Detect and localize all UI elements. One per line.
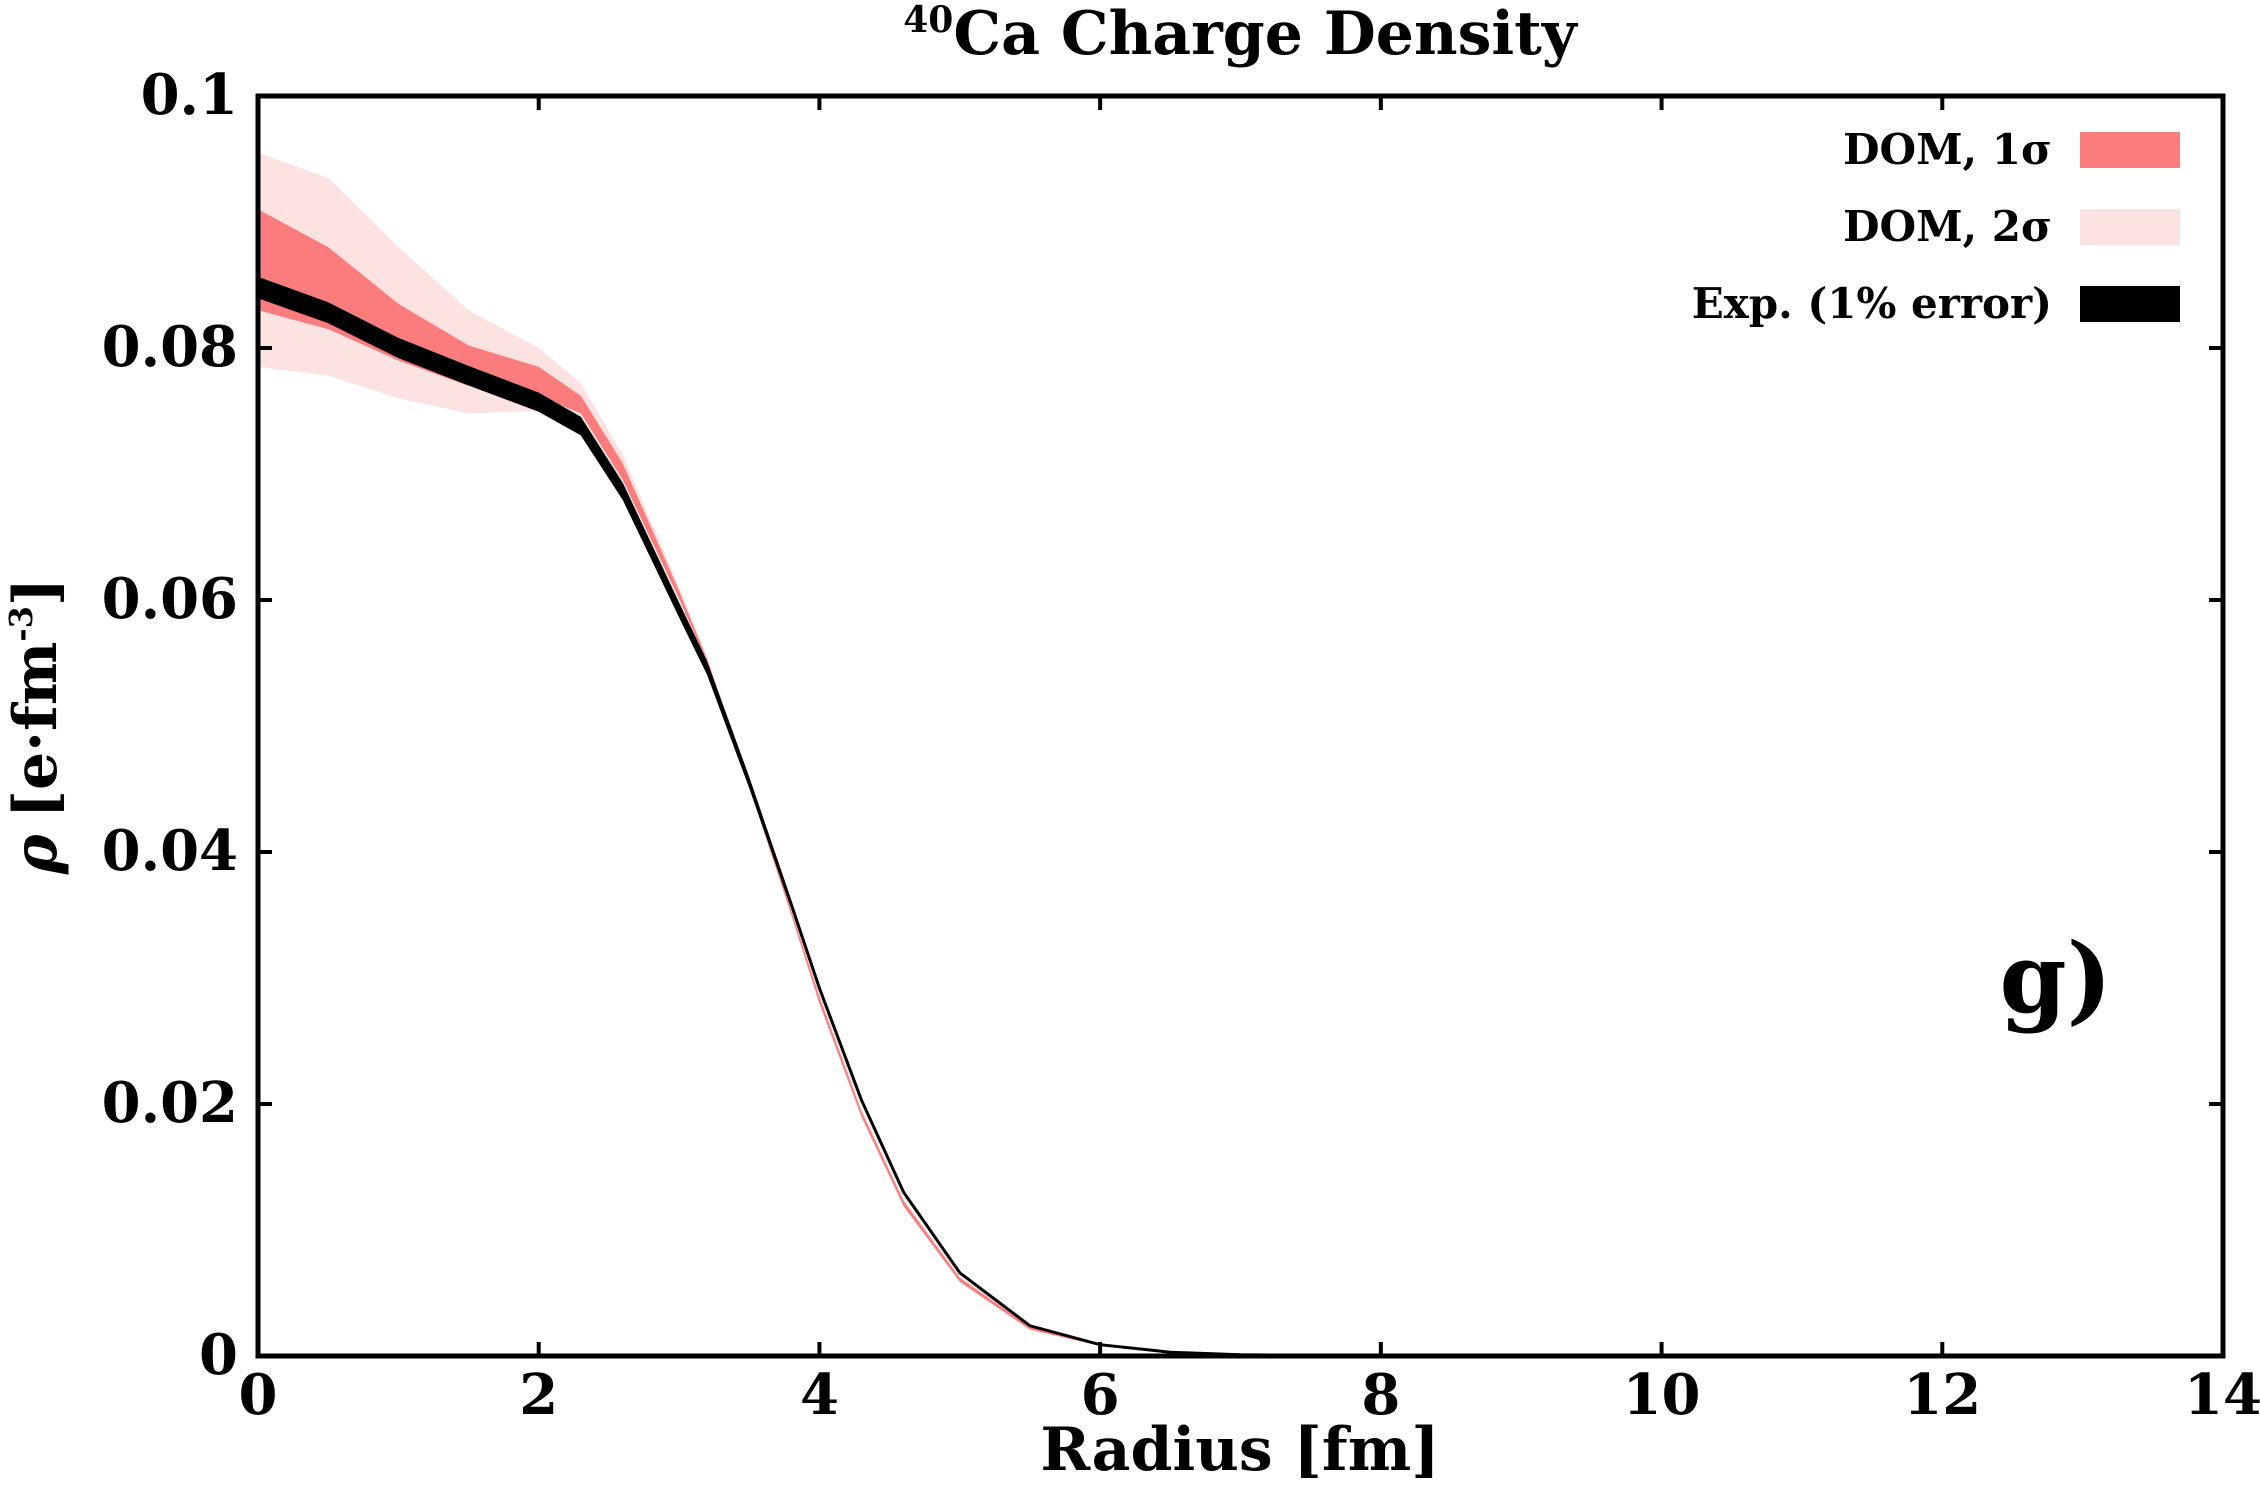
y-label-exponent: -3: [2, 606, 40, 642]
legend: DOM, 1σ DOM, 2σ Exp. (1% error): [1692, 125, 2180, 328]
y-tick-label: 0.06: [102, 566, 238, 632]
legend-label: DOM, 1σ: [1843, 125, 2052, 174]
exp-error-band: [258, 276, 2223, 1356]
legend-label: Exp. (1% error): [1692, 279, 2052, 328]
y-label-unit: [e·fm: [1, 642, 71, 819]
x-tick-label: 8: [1361, 1362, 1400, 1428]
band-0: [258, 152, 2223, 1357]
x-tick-label: 0: [239, 1362, 278, 1428]
x-tick-label: 12: [1903, 1362, 1981, 1428]
y-axis-label: ρ [e·fm-3]: [1, 578, 71, 876]
title-superscript: 40: [903, 0, 953, 41]
y-tick-label: 0.02: [102, 1070, 238, 1136]
x-tick-label: 6: [1081, 1362, 1120, 1428]
title-main: Ca Charge Density: [953, 0, 1579, 69]
legend-swatch: [2080, 209, 2180, 245]
x-tick-label: 14: [2184, 1362, 2260, 1428]
legend-label: DOM, 2σ: [1843, 202, 2052, 251]
y-label-close: ]: [1, 578, 71, 606]
x-tick-label: 4: [800, 1362, 839, 1428]
chart-title: 40Ca Charge Density: [903, 0, 1579, 69]
uncertainty-bands: [258, 152, 2223, 1357]
y-tick-label: 0: [199, 1322, 238, 1388]
band-1: [258, 209, 2223, 1356]
experimental-curve: [257, 276, 2223, 1358]
axis-ticks: 0 2 4 6 8 10 12 14 0 0.02 0.04 0.06 0.08 0.1: [102, 62, 2260, 1428]
exp-line: [257, 286, 2223, 1358]
y-tick-label: 0.08: [102, 314, 238, 380]
x-tick-label: 10: [1623, 1362, 1701, 1428]
x-tick-label: 2: [519, 1362, 558, 1428]
y-tick-label: 0.04: [102, 818, 238, 884]
y-tick-label: 0.1: [141, 62, 238, 128]
plot-frame: [255, 93, 2226, 1359]
y-label-symbol: ρ: [1, 833, 71, 875]
x-axis-label: Radius [fm]: [1040, 1415, 1439, 1485]
legend-swatch: [2080, 132, 2180, 168]
panel-label: g): [1999, 922, 2112, 1035]
legend-swatch: [2080, 286, 2180, 322]
